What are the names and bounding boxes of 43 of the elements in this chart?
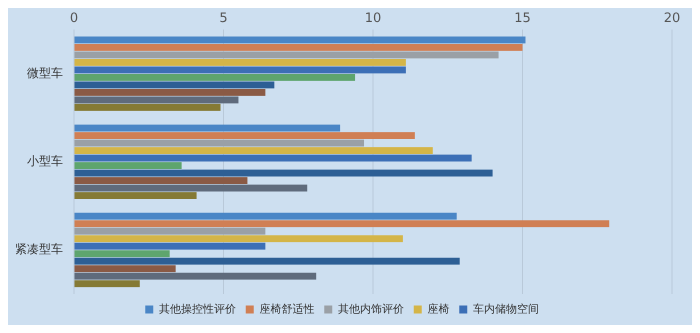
bar (74, 265, 176, 272)
legend-label: 座椅舒适性 (259, 302, 314, 316)
bar (74, 177, 248, 184)
legend-label: 座椅 (427, 302, 450, 316)
bar (74, 36, 526, 44)
bar (74, 280, 140, 288)
bar (74, 147, 433, 154)
bar (74, 124, 340, 132)
legend-label: 其他操控性评价 (158, 302, 236, 316)
bar (74, 104, 221, 111)
bar (74, 132, 415, 140)
bar (74, 170, 493, 176)
bar (74, 51, 499, 58)
bar (74, 250, 170, 258)
bar (74, 220, 610, 228)
bar (74, 66, 406, 74)
x-tick-label: 20 (664, 11, 680, 26)
bar (74, 140, 364, 147)
x-tick-label: 5 (219, 11, 228, 26)
bar (74, 58, 406, 66)
bar (74, 192, 197, 199)
bar (74, 212, 457, 220)
bar (74, 258, 460, 265)
bar (74, 235, 403, 242)
bar (74, 162, 182, 169)
bar (74, 184, 308, 192)
legend-label: 车内储物空间 (472, 302, 539, 316)
x-tick-label: 0 (70, 11, 78, 26)
legend-label: 其他内饰评价 (338, 302, 404, 316)
y-tick-label: 紧凑型车 (15, 242, 63, 256)
bar (74, 154, 472, 162)
bar (74, 228, 266, 235)
bar (74, 74, 356, 81)
bar (74, 81, 274, 88)
y-tick-label: 微型车 (27, 66, 63, 80)
x-tick-label: 10 (364, 11, 382, 26)
x-tick-label: 15 (514, 11, 531, 26)
bar (74, 96, 238, 104)
bar (74, 272, 316, 280)
y-tick-label: 小型车 (27, 154, 63, 168)
bar (74, 242, 266, 250)
bar (74, 44, 522, 51)
bar (74, 88, 266, 96)
